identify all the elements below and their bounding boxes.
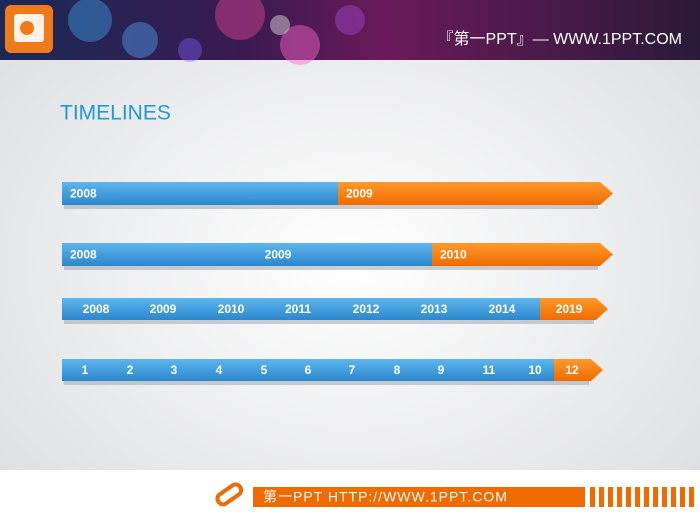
stripe: [608, 487, 613, 507]
bar-shadow: [64, 266, 598, 270]
timeline: 1 2 3 4 5 6 7 8 9 11 10 12: [62, 359, 603, 385]
timeline-label: 1: [82, 363, 89, 377]
orange-arrow: [540, 298, 608, 320]
timeline-label: 2012: [353, 302, 380, 316]
timeline-label: 6: [305, 363, 312, 377]
timeline-label: 3: [171, 363, 178, 377]
timeline-label: 2014: [489, 302, 516, 316]
timeline-label: 10: [528, 363, 542, 377]
stripe: [644, 487, 649, 507]
bar-shadow: [64, 320, 594, 324]
footer-text: 第一PPT HTTP://WWW.1PPT.COM: [263, 489, 508, 505]
pencil-icon: [215, 482, 244, 507]
timeline-label: 4: [216, 363, 223, 377]
blue-segment: [62, 182, 338, 205]
stripe: [689, 487, 694, 507]
timeline-label: 2008: [70, 248, 97, 262]
timeline-label: 2: [127, 363, 134, 377]
stripe: [617, 487, 622, 507]
timeline-label: 9: [438, 363, 445, 377]
stripe: [626, 487, 631, 507]
timeline-label: 2009: [265, 248, 292, 262]
footer-stripes: [590, 487, 694, 507]
timeline-label: 2011: [285, 302, 311, 316]
orange-arrow: [338, 182, 613, 205]
timeline-label: 2009: [346, 187, 373, 201]
bar-shadow: [64, 381, 589, 385]
timeline: 2008 2009 2010: [62, 243, 613, 270]
blue-segment: [62, 359, 554, 381]
stripe: [635, 487, 640, 507]
stripe: [671, 487, 676, 507]
blue-segment: [62, 298, 540, 320]
timeline-label: 2008: [83, 302, 110, 316]
stripe: [599, 487, 604, 507]
stripe: [662, 487, 667, 507]
header-brand: 『第一PPT』— WWW.1PPT.COM: [438, 30, 682, 48]
orange-arrow: [432, 243, 613, 266]
timeline-label: 12: [565, 363, 579, 377]
bar-shadow: [64, 205, 598, 209]
timeline-label: 2010: [218, 302, 245, 316]
slide-title: TIMELINES: [60, 102, 171, 125]
timeline-label: 2008: [70, 187, 97, 201]
header-banner: [0, 0, 700, 65]
timeline-label: 2010: [440, 248, 467, 262]
stripe: [590, 487, 595, 507]
stripe: [653, 487, 658, 507]
footer-bar: [253, 487, 585, 507]
stripe: [680, 487, 685, 507]
timeline: 2008 2009: [62, 182, 613, 209]
timeline-label: 5: [261, 363, 268, 377]
timeline-label: 11: [483, 363, 496, 377]
orange-arrow: [554, 359, 603, 381]
timeline: 2008 2009 2010 2011 2012 2013 2014 2019: [62, 298, 608, 324]
timeline-label: 2019: [556, 302, 583, 316]
timeline-label: 2009: [150, 302, 177, 316]
blue-segment: [62, 243, 432, 266]
timeline-label: 2013: [421, 302, 448, 316]
timeline-label: 7: [349, 363, 356, 377]
timeline-label: 8: [394, 363, 401, 377]
